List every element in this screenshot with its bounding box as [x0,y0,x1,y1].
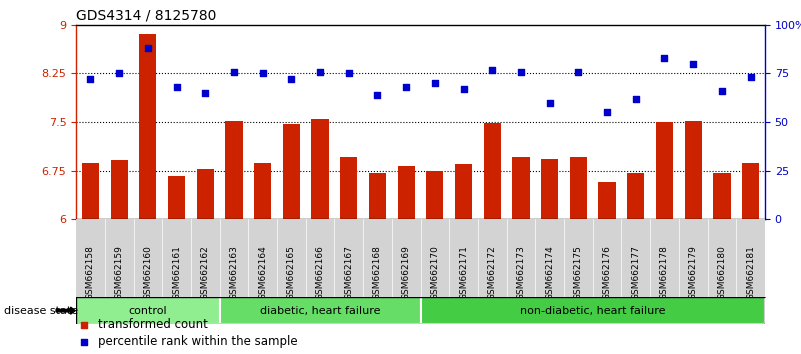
Point [256,70,269,76]
Bar [484,123,501,219]
Point [572,69,585,74]
Point [457,86,470,92]
Point [715,88,728,94]
Point [429,80,441,86]
Point [170,84,183,90]
Bar [139,34,156,219]
Text: non-diabetic, heart failure: non-diabetic, heart failure [520,306,666,316]
Text: transformed count: transformed count [99,319,208,331]
Text: diabetic, heart failure: diabetic, heart failure [260,306,380,316]
Point [601,110,614,115]
Bar [656,122,673,219]
Point [84,76,97,82]
Point [199,90,211,96]
Bar [713,173,731,219]
Bar [368,173,386,219]
Bar [541,159,558,219]
Point [400,84,413,90]
Point [285,76,298,82]
Bar [219,297,421,324]
Bar [397,166,415,219]
Bar [254,163,272,219]
Point [78,322,91,328]
Bar [76,297,219,324]
Text: disease state: disease state [4,306,78,316]
Bar [111,160,127,219]
Bar [742,163,759,219]
Point [543,100,556,105]
Point [658,55,671,61]
Bar [168,176,185,219]
Point [514,69,527,74]
Bar [283,124,300,219]
Point [342,70,355,76]
Bar [570,157,587,219]
Point [78,339,91,344]
Point [371,92,384,98]
Bar [685,121,702,219]
Bar [340,156,357,219]
Bar [598,182,616,219]
Point [227,69,240,74]
Point [686,61,699,67]
Bar [627,173,644,219]
Bar [455,164,472,219]
Bar [421,297,765,324]
Bar [225,121,243,219]
Point [630,96,642,102]
Bar [426,171,444,219]
Point [142,45,155,51]
Bar [312,119,328,219]
Text: control: control [128,306,167,316]
Point [486,67,499,72]
Point [744,74,757,80]
Text: GDS4314 / 8125780: GDS4314 / 8125780 [76,8,216,22]
Text: percentile rank within the sample: percentile rank within the sample [99,335,298,348]
Point [314,69,327,74]
Bar [196,169,214,219]
Bar [513,157,529,219]
Bar [82,163,99,219]
Point [113,70,126,76]
